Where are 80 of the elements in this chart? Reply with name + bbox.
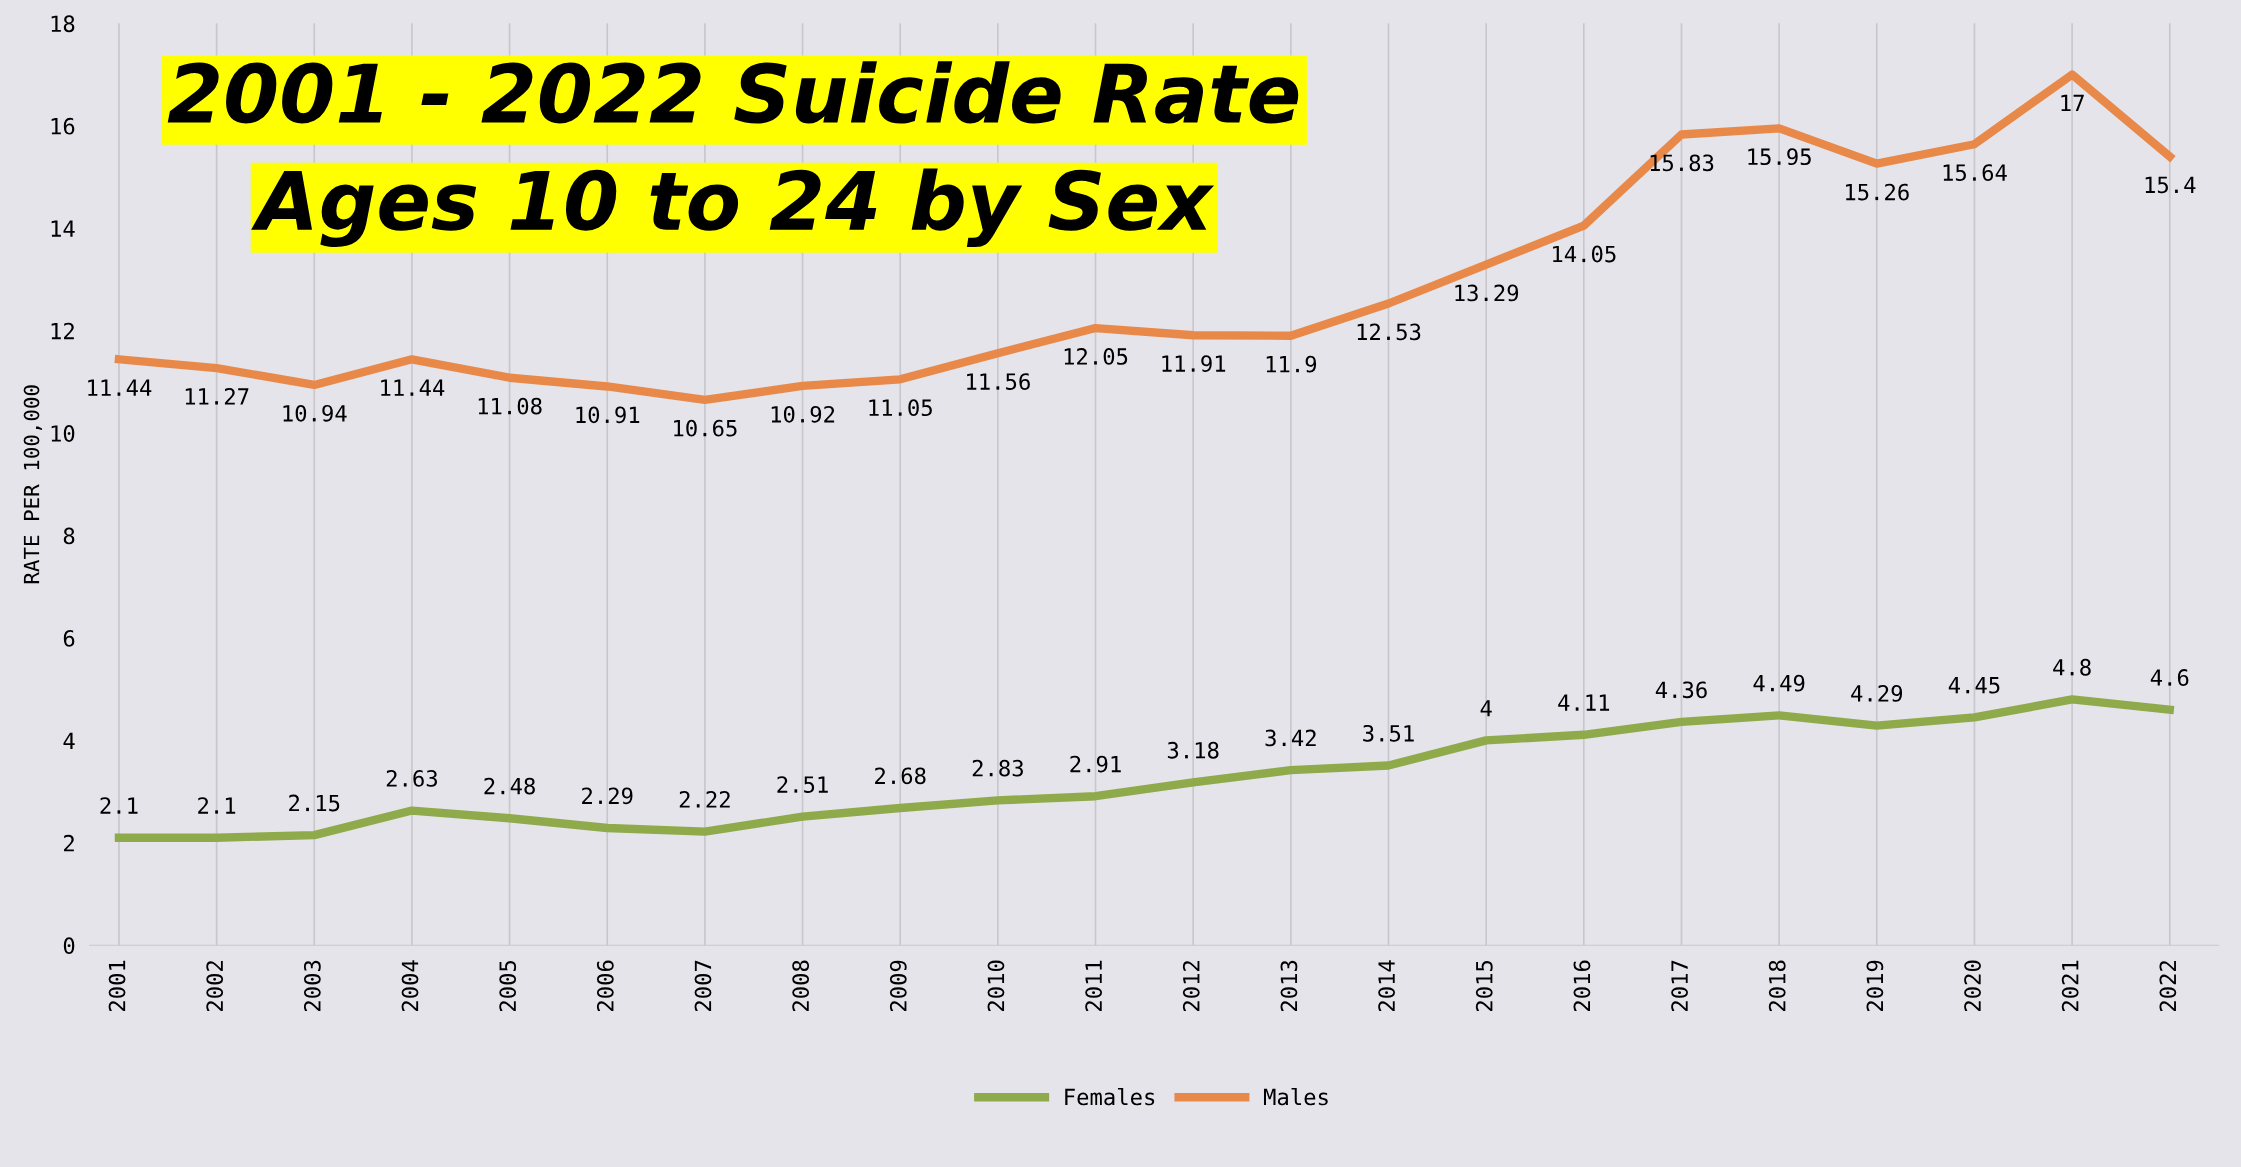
x-tick-label: 2022	[2159, 961, 2177, 1012]
data-label: 15.4	[2145, 176, 2196, 194]
data-label: 4.6	[2150, 669, 2189, 686]
y-tick-label: 10	[51, 425, 75, 442]
data-label: 2.68	[875, 767, 926, 785]
data-label: 4.36	[1655, 681, 1707, 699]
data-label: 17	[2061, 94, 2084, 112]
data-label: 3.42	[1265, 729, 1316, 747]
data-label: 2.15	[289, 794, 340, 812]
data-label: 2.22	[679, 791, 730, 808]
data-label: 15.95	[1748, 148, 1811, 166]
data-label: 4.8	[2053, 658, 2091, 676]
y-tick-label: 0	[63, 937, 75, 955]
x-tick-label: 2018	[1768, 960, 1786, 1012]
x-tick-label: 2005	[499, 960, 517, 1012]
chart-title: 2001 - 2022 Suicide Rate	[167, 61, 1299, 124]
data-label: 10.94	[283, 404, 347, 422]
y-tick-label: 16	[51, 117, 75, 135]
data-label: 11.05	[869, 399, 932, 417]
data-label: 4	[1480, 700, 1492, 717]
x-tick-label: 2003	[303, 960, 321, 1012]
data-label: 14.05	[1553, 245, 1616, 263]
y-tick-label: 6	[63, 629, 75, 647]
x-tick-label: 2007	[694, 960, 712, 1012]
data-label: 4.49	[1753, 674, 1805, 692]
data-label: 11.44	[88, 379, 152, 396]
data-label: 10.92	[771, 405, 835, 423]
x-tick-label: 2008	[792, 960, 810, 1012]
data-label: 11.44	[381, 379, 445, 396]
data-label: 10.65	[674, 419, 737, 437]
x-tick-label: 2020	[1964, 960, 1981, 1012]
y-axis-title: RATE PER 100,000	[23, 385, 43, 584]
data-label: 15.64	[1943, 164, 2007, 181]
data-label: 2.51	[777, 776, 828, 793]
x-tick-label: 2021	[2061, 960, 2079, 1012]
data-label: 2.48	[484, 777, 535, 795]
legend-label: Males	[1263, 1088, 1328, 1106]
x-tick-label: 2015	[1475, 960, 1493, 1012]
data-label: 2.1	[198, 797, 236, 814]
x-tick-label: 2010	[987, 960, 1005, 1012]
data-label: 13.29	[1455, 284, 1519, 302]
data-label: 4.11	[1558, 694, 1610, 711]
x-tick-label: 2017	[1671, 960, 1688, 1012]
data-label: 15.26	[1846, 183, 1909, 201]
y-tick-label: 14	[51, 220, 75, 237]
y-tick-label: 8	[63, 527, 75, 545]
x-tick-label: 2014	[1378, 960, 1395, 1012]
data-label: 11.27	[185, 387, 249, 405]
x-tick-label: 2011	[1085, 960, 1103, 1012]
data-label: 3.18	[1167, 741, 1219, 759]
data-label: 2.1	[100, 797, 138, 814]
x-tick-label: 2004	[401, 960, 419, 1012]
data-label: 11.08	[478, 397, 542, 415]
x-tick-label: 2016	[1573, 960, 1591, 1012]
data-label: 4.45	[1948, 677, 2000, 694]
data-label: 11.56	[967, 373, 1030, 390]
x-tick-label: 2012	[1182, 961, 1200, 1012]
x-tick-label: 2019	[1866, 960, 1884, 1012]
x-tick-label: 2013	[1280, 960, 1298, 1012]
y-tick-label: 4	[63, 732, 75, 749]
y-tick-label: 12	[51, 322, 74, 340]
y-tick-label: 2	[64, 834, 74, 852]
data-label: 10.91	[576, 406, 640, 424]
x-tick-label: 2009	[889, 960, 907, 1012]
x-tick-label: 2006	[596, 960, 614, 1012]
data-label: 12.53	[1357, 323, 1421, 341]
legend-label: Females	[1065, 1088, 1155, 1106]
x-tick-label: 2002	[206, 961, 224, 1012]
data-label: 11.9	[1266, 355, 1317, 373]
data-label: 2.91	[1070, 755, 1121, 773]
data-label: 2.83	[972, 759, 1023, 777]
y-tick-label: 18	[51, 15, 75, 33]
data-label: 12.05	[1064, 348, 1128, 365]
data-label: 11.91	[1162, 355, 1226, 373]
data-label: 2.63	[386, 770, 437, 787]
data-label: 2.29	[582, 787, 633, 805]
data-label: 3.51	[1363, 724, 1414, 742]
text: Ages 10 to 24 by Sex	[251, 168, 1215, 248]
x-tick-label: 2001	[108, 960, 126, 1012]
data-label: 4.29	[1851, 684, 1903, 702]
